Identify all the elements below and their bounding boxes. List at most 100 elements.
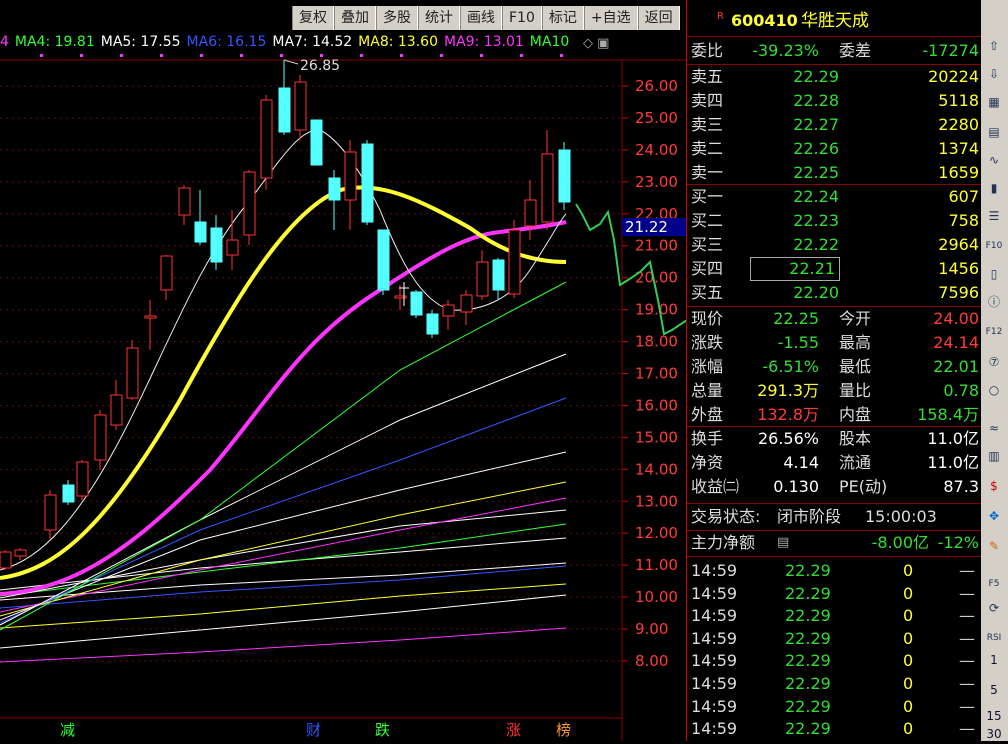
main-flow-value: -8.00亿	[871, 533, 929, 552]
ma-dot	[80, 54, 83, 57]
tick-volume: 0	[903, 719, 914, 739]
quote-row: 涨跌 -1.55 最高 24.14	[691, 332, 979, 354]
event-marker[interactable]: 榜	[556, 721, 571, 739]
tick-direction: —	[959, 719, 975, 739]
event-marker[interactable]: 跌	[375, 721, 390, 739]
quote-value-2: 158.4万	[917, 405, 979, 424]
ma-legend-item: MA10	[529, 34, 570, 50]
quote-label: 现价	[691, 309, 724, 328]
wave-icon[interactable]: ≈	[988, 421, 1000, 435]
candle-body	[160, 255, 173, 291]
chart-control-icons[interactable]: ◇ ▣	[583, 36, 609, 51]
tick-row[interactable]: 14:59 22.29 0 —	[691, 673, 979, 695]
quote-value-2: 0.78	[943, 381, 979, 400]
toolbar-button-3[interactable]: 统计	[418, 6, 460, 30]
toolbar-button-4[interactable]: 画线	[460, 6, 502, 30]
text-icon[interactable]: ▯	[990, 267, 998, 281]
tick-row[interactable]: 14:59 22.29 0 —	[691, 696, 979, 718]
tick-row[interactable]: 14:59 22.29 0 —	[691, 605, 979, 627]
tick-row[interactable]: 14:59 22.29 0 —	[691, 718, 979, 740]
kline-chart-area[interactable]: 26.00 25.00 24.00 23.00 22.00 21.00 20.00 19.00…	[0, 0, 686, 741]
tick-direction: —	[959, 561, 975, 580]
window-toggle-icon[interactable]: ▣	[597, 36, 610, 51]
refresh-icon[interactable]: ⟳	[988, 601, 1000, 615]
buy-volume: 7596	[938, 283, 979, 302]
main-flow-row[interactable]: 主力净额 ▤ -8.00亿 -12%	[691, 532, 979, 554]
buy-price: 22.23	[793, 211, 839, 230]
buy-row: 买四 22.21 1456	[691, 257, 979, 281]
kline-svg[interactable]: 26.0025.0024.0023.0022.0021.0020.0019.00…	[0, 0, 686, 741]
sell-label: 卖五	[691, 67, 724, 86]
event-marker[interactable]: 减	[60, 721, 75, 739]
quote-value-2: 24.14	[933, 333, 979, 352]
quote-label: 涨幅	[691, 357, 724, 376]
period-5-button[interactable]: 5	[990, 683, 998, 697]
ma-line	[0, 627, 567, 663]
kline-icon[interactable]: ▮	[990, 181, 998, 195]
fund-value: 4.14	[783, 453, 819, 472]
f10-icon[interactable]: F10	[985, 241, 1003, 251]
y-tick-label: 12.00	[635, 524, 678, 542]
tick-price: 22.29	[785, 674, 831, 693]
sell-label: 卖四	[691, 91, 724, 110]
tick-time: 14:59	[691, 719, 738, 739]
move-icon[interactable]: ✥	[988, 509, 1000, 523]
quote-label: 涨跌	[691, 333, 724, 352]
f12-icon[interactable]: F12	[985, 327, 1003, 337]
tick-row[interactable]: 14:59 22.29 0 —	[691, 650, 979, 672]
pencil-icon[interactable]: ✎	[988, 539, 1000, 553]
candle-body	[110, 394, 123, 426]
diamond-icon[interactable]: ◇	[583, 36, 593, 51]
grid-icon[interactable]: ▤	[777, 535, 790, 550]
fund-row: 换手 26.56% 股本 11.0亿	[691, 428, 979, 450]
event-marker[interactable]: 涨	[506, 721, 521, 739]
candle-body	[126, 347, 139, 399]
toolbar-button-8[interactable]: 返回	[637, 6, 680, 30]
ma-line	[0, 481, 567, 617]
toolbar-button-6[interactable]: 标记	[541, 6, 584, 30]
weicha-label: 委差	[839, 41, 872, 60]
circle-icon[interactable]: ○	[988, 383, 1000, 397]
dollar-icon[interactable]: $	[990, 479, 998, 493]
period-15-button[interactable]: 15	[986, 709, 1002, 723]
y-tick-label: 8.00	[635, 652, 668, 670]
ma-dot	[120, 54, 123, 57]
toolbar-button-1[interactable]: 叠加	[334, 6, 376, 30]
ma-line	[0, 594, 567, 649]
up-arrow-icon[interactable]: ⇧	[988, 39, 1000, 53]
event-marker[interactable]: 财	[306, 721, 321, 739]
ma-line	[0, 509, 567, 599]
toolbar-button-7[interactable]: +自选	[583, 6, 638, 30]
y-tick-label: 15.00	[635, 428, 678, 446]
f5-icon[interactable]: F5	[988, 579, 1000, 589]
toolbar-button-0[interactable]: 复权	[292, 6, 334, 30]
buy-row: 买三 22.22 2964	[691, 234, 979, 256]
info-icon[interactable]: ⓘ	[987, 295, 1000, 309]
stock-name: 华胜天成	[801, 11, 869, 31]
chart-icon[interactable]: ▥	[988, 449, 1000, 463]
quote-label-2: 最低	[839, 357, 872, 376]
main-flow-label: 主力净额	[691, 533, 756, 552]
seven-icon[interactable]: ⑦	[988, 355, 1000, 369]
toolbar-button-5[interactable]: F10	[502, 6, 542, 30]
sell-row: 卖二 22.26 1374	[691, 138, 979, 160]
grid-icon[interactable]: ▤	[988, 125, 1000, 139]
ma-dot	[40, 54, 43, 57]
y-tick-label: 17.00	[635, 365, 678, 383]
sell-volume: 20224	[928, 67, 979, 86]
candle-body	[310, 119, 323, 166]
tick-row[interactable]: 14:59 22.29 0 —	[691, 583, 979, 605]
line-chart-icon[interactable]: ∿	[988, 153, 1000, 167]
tick-row[interactable]: 14:59 22.29 0 —	[691, 560, 979, 582]
rsi-icon[interactable]: RSI	[986, 633, 1002, 643]
down-arrow-icon[interactable]: ⇩	[988, 67, 1000, 81]
period-1-button[interactable]: 1	[990, 653, 998, 667]
report-icon[interactable]: ▦	[988, 95, 1000, 109]
tick-row[interactable]: 14:59 22.29 0 —	[691, 628, 979, 650]
toolbar-button-2[interactable]: 多股	[376, 6, 418, 30]
buy-price: 22.22	[793, 235, 839, 254]
period-30-button[interactable]: 30	[986, 727, 1002, 741]
y-tick-label: 26.00	[635, 77, 678, 95]
list-icon[interactable]: ☰	[988, 209, 1000, 223]
ma-legend-item: 4	[0, 34, 9, 50]
